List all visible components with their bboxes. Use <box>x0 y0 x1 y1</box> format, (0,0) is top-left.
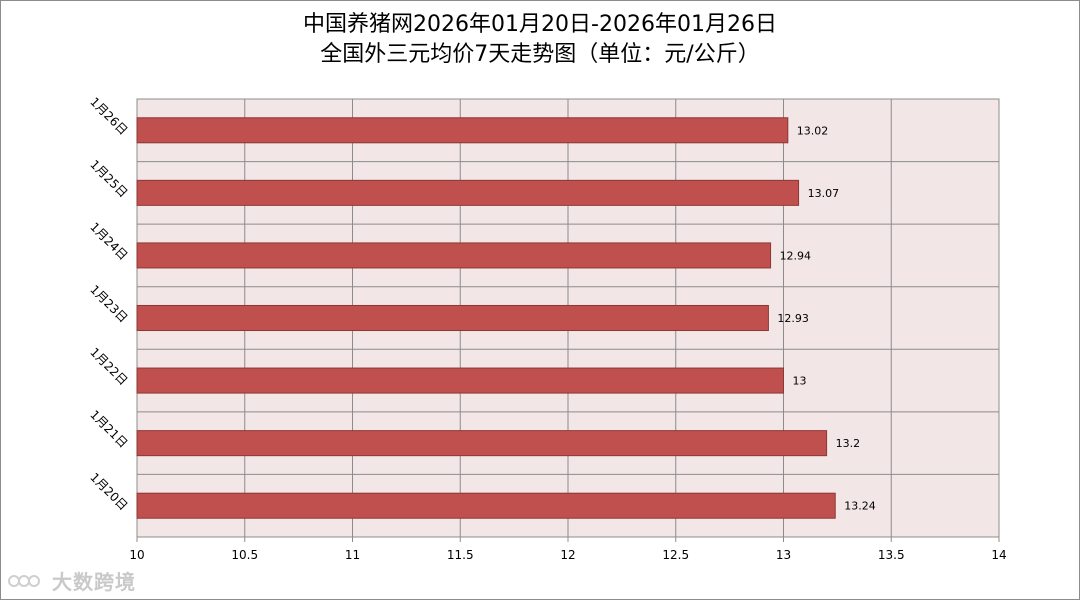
watermark-text: 大数跨境 <box>52 570 136 594</box>
y-category-label: 1月22日 <box>87 345 130 388</box>
bar <box>136 304 769 332</box>
x-tick-label: 13.5 <box>878 548 905 562</box>
y-category-label: 1月23日 <box>87 282 130 325</box>
bar <box>136 242 772 269</box>
y-category-label: 1月25日 <box>87 157 130 200</box>
x-tick-label: 13 <box>776 548 791 562</box>
y-category-label: 1月26日 <box>87 95 130 138</box>
bar <box>136 179 800 206</box>
bar-value-label: 13.02 <box>797 124 829 137</box>
bar-value-label: 13.07 <box>808 187 840 200</box>
x-tick-label: 12 <box>560 548 575 562</box>
bar-value-label: 13.24 <box>844 500 876 513</box>
bar-value-label: 12.94 <box>780 249 812 262</box>
chart-title-line1: 中国养猪网2026年01月20日-2026年01月26日 <box>303 12 777 37</box>
bar <box>136 367 784 394</box>
bar-value-label: 12.93 <box>777 312 809 325</box>
chart-title: 中国养猪网2026年01月20日-2026年01月26日 全国外三元均价7天走势… <box>0 10 1080 70</box>
x-tick-label: 11.5 <box>447 548 474 562</box>
y-category-label: 1月24日 <box>87 220 130 263</box>
x-tick-label: 10 <box>129 548 144 562</box>
bar <box>136 117 789 144</box>
bar <box>136 430 828 457</box>
y-category-label: 1月21日 <box>87 407 130 450</box>
x-tick-label: 11 <box>345 548 360 562</box>
chart-title-line2: 全国外三元均价7天走势图（单位：元/公斤） <box>320 42 760 67</box>
x-tick-label: 14 <box>991 548 1006 562</box>
watermark-logo-icon <box>8 569 48 593</box>
bar-value-label: 13.2 <box>836 437 861 450</box>
bar <box>136 492 836 519</box>
x-tick-label: 12.5 <box>662 548 689 562</box>
x-tick-label: 10.5 <box>231 548 258 562</box>
bar-value-label: 13 <box>793 375 807 388</box>
watermark: 大数跨境 <box>8 566 136 595</box>
y-category-label: 1月20日 <box>87 470 130 513</box>
